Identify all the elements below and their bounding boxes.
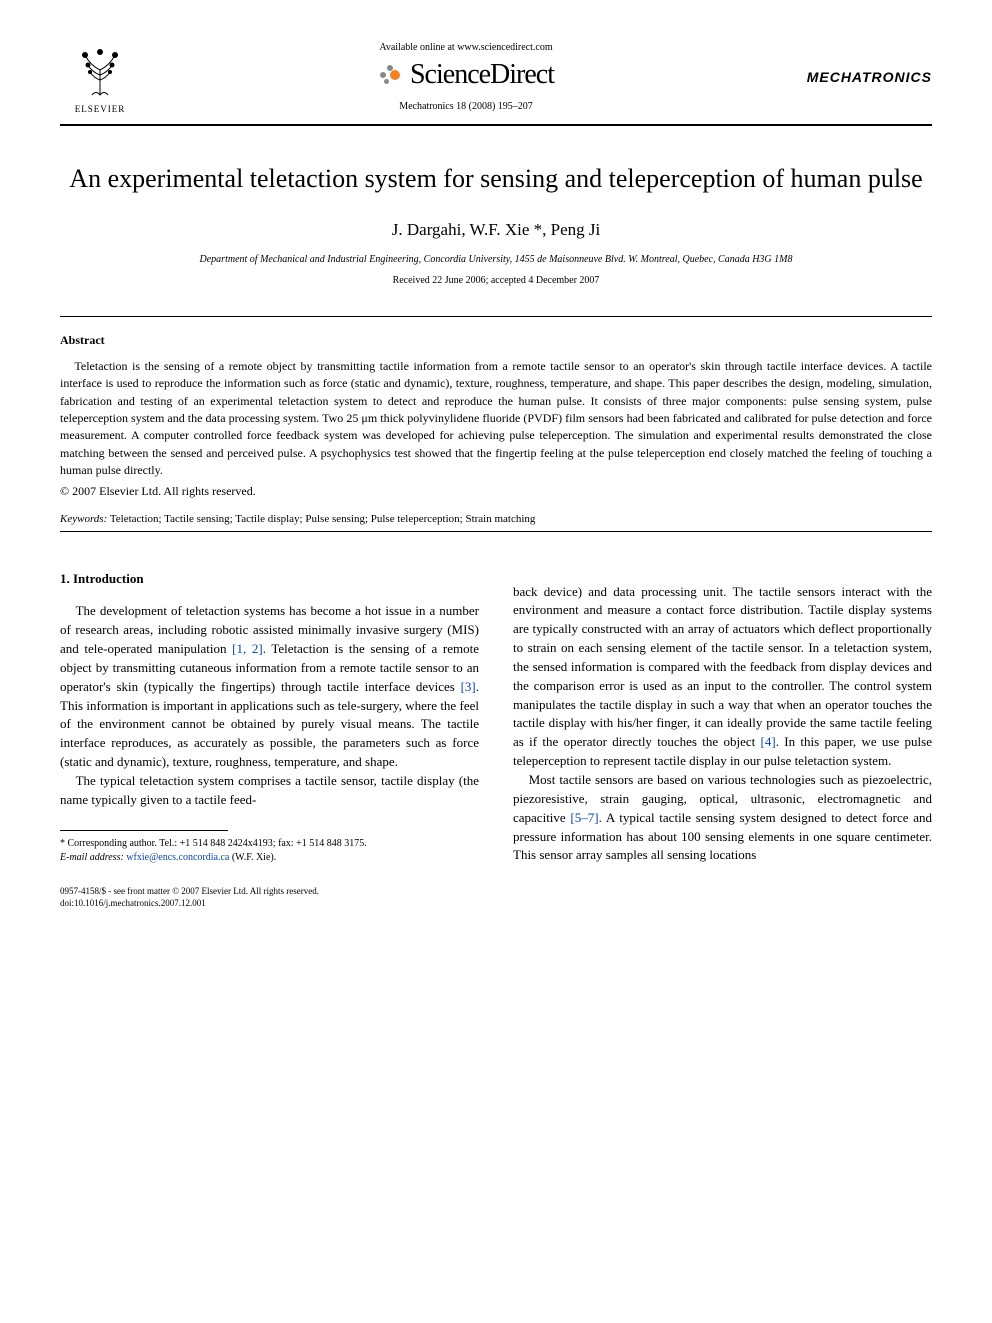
affiliation: Department of Mechanical and Industrial … [60, 254, 932, 265]
citation-ref-5-7[interactable]: [5–7] [570, 810, 598, 825]
footer-line-1: 0957-4158/$ - see front matter © 2007 El… [60, 885, 479, 898]
elsevier-logo: ELSEVIER [60, 40, 140, 114]
article-dates: Received 22 June 2006; accepted 4 Decemb… [60, 275, 932, 286]
abstract-bottom-rule [60, 531, 932, 532]
citation-line: Mechatronics 18 (2008) 195–207 [140, 101, 792, 112]
journal-name: MECHATRONICS [792, 69, 932, 85]
email-author-name: (W.F. Xie). [232, 852, 276, 863]
email-line: E-mail address: wfxie@encs.concordia.ca … [60, 851, 479, 865]
keywords-text: Teletaction; Tactile sensing; Tactile di… [110, 513, 536, 525]
intro-paragraph-3: back device) and data processing unit. T… [513, 583, 932, 771]
abstract-top-rule [60, 316, 932, 317]
page-footer: 0957-4158/$ - see front matter © 2007 El… [60, 885, 479, 910]
header: ELSEVIER Available online at www.science… [60, 40, 932, 114]
sciencedirect-text: ScienceDirect [410, 59, 554, 91]
body-columns: 1. Introduction The development of telet… [60, 536, 932, 910]
keywords-label: Keywords: [60, 513, 107, 525]
citation-ref-3[interactable]: [3] [461, 679, 476, 694]
footnote-rule [60, 830, 228, 831]
available-online-text: Available online at www.sciencedirect.co… [140, 42, 792, 53]
column-left: 1. Introduction The development of telet… [60, 536, 479, 910]
email-label: E-mail address: [60, 852, 124, 863]
header-rule [60, 124, 932, 126]
intro-paragraph-2: The typical teletaction system comprises… [60, 772, 479, 810]
intro-paragraph-1: The development of teletaction systems h… [60, 602, 479, 772]
abstract-heading: Abstract [60, 333, 932, 348]
citation-ref-1-2[interactable]: [1, 2] [232, 641, 263, 656]
publisher-label: ELSEVIER [75, 104, 126, 114]
corresponding-author-footnote: * Corresponding author. Tel.: +1 514 848… [60, 837, 479, 865]
footer-doi: doi:10.1016/j.mechatronics.2007.12.001 [60, 897, 479, 910]
center-header: Available online at www.sciencedirect.co… [140, 42, 792, 112]
email-address[interactable]: wfxie@encs.concordia.ca [126, 852, 229, 863]
column-right: back device) and data processing unit. T… [513, 536, 932, 910]
abstract-text: Teletaction is the sensing of a remote o… [60, 358, 932, 480]
authors: J. Dargahi, W.F. Xie *, Peng Ji [60, 220, 932, 240]
keywords-line: Keywords: Teletaction; Tactile sensing; … [60, 513, 932, 525]
article-title: An experimental teletaction system for s… [60, 162, 932, 196]
elsevier-tree-icon [70, 40, 130, 100]
intro-paragraph-4: Most tactile sensors are based on variou… [513, 771, 932, 865]
sciencedirect-brand: ScienceDirect [140, 59, 792, 91]
citation-ref-4[interactable]: [4] [761, 734, 776, 749]
copyright-line: © 2007 Elsevier Ltd. All rights reserved… [60, 484, 932, 499]
sciencedirect-icon [378, 63, 402, 87]
corresponding-author-text: * Corresponding author. Tel.: +1 514 848… [60, 837, 479, 851]
section-1-heading: 1. Introduction [60, 570, 479, 589]
